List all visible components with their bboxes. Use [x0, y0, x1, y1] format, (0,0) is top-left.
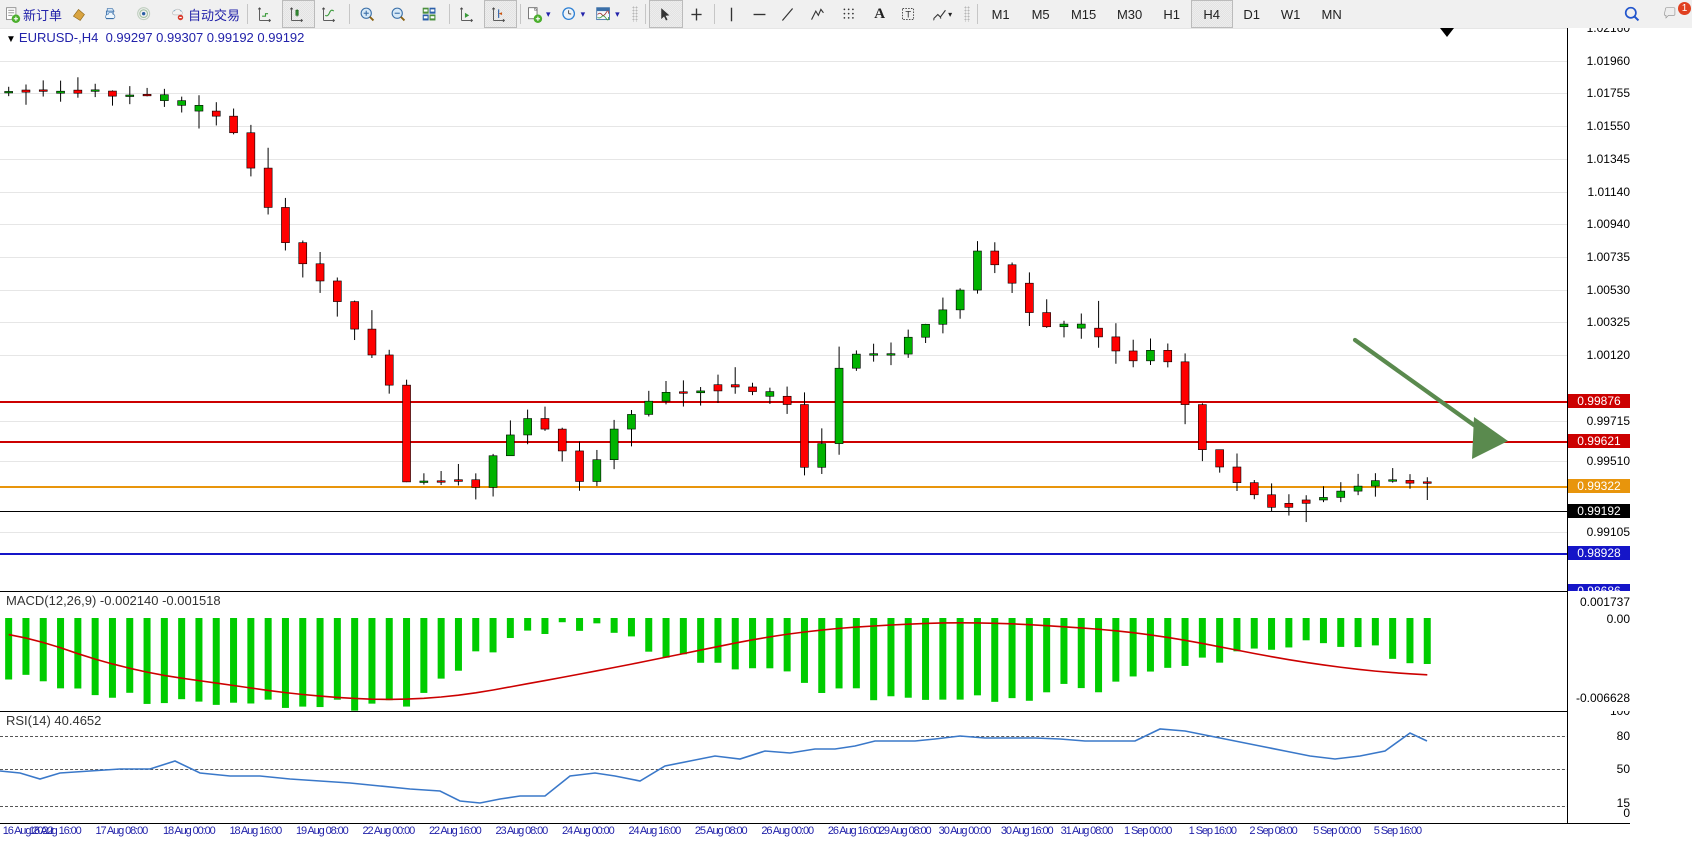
svg-text:T: T [905, 9, 911, 19]
